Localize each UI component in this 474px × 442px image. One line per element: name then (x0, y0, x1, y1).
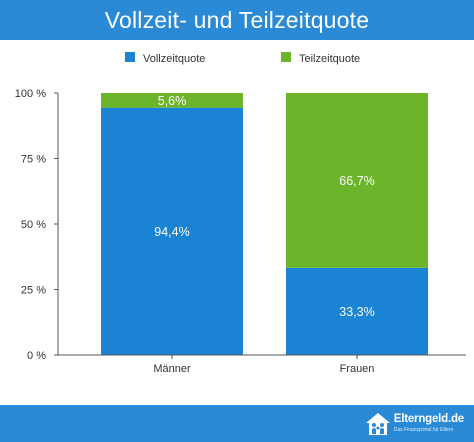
bar-teilzeit-frauen (286, 93, 428, 268)
bar-teilzeit-maenner (101, 93, 243, 108)
bar-vollzeit-frauen (286, 267, 428, 355)
data-label: 5,6% (158, 94, 187, 108)
chart-area: Vollzeitquote Teilzeitquote 0 % 25 % 50 % 75 … (0, 40, 474, 405)
data-label: 33,3% (339, 305, 374, 319)
x-tick-label: Männer (153, 363, 191, 375)
chart-title: Vollzeit- und Teilzeitquote (104, 6, 370, 33)
brand-logo[interactable]: Elterngeld.de Das Finanzportal für Elter… (365, 410, 464, 437)
y-tick-label: 0 % (27, 350, 46, 362)
logo-tagline: Das Finanzportal für Eltern (393, 426, 454, 433)
house-family-icon (365, 412, 390, 435)
legend-swatch-2 (281, 52, 291, 62)
y-tick-label: 50 % (21, 219, 46, 231)
bar-vollzeit-maenner (101, 107, 243, 355)
footer-bar: Elterngeld.de Das Finanzportal für Elter… (0, 405, 474, 442)
y-tick-label: 100 % (15, 88, 46, 100)
data-label: 66,7% (339, 174, 374, 188)
legend-swatch-1 (125, 52, 135, 62)
data-label: 94,4% (154, 225, 189, 239)
y-tick-label: 25 % (21, 285, 46, 297)
legend-label-2: Teilzeitquote (299, 53, 360, 65)
legend-label-1: Vollzeitquote (143, 53, 205, 65)
title-bar: Vollzeit- und Teilzeitquote (0, 0, 474, 40)
stacked-bar-chart: Vollzeitquote Teilzeitquote 0 % 25 % 50 % 75 … (15, 52, 466, 375)
x-tick-label: Frauen (340, 363, 375, 375)
y-tick-label: 75 % (21, 154, 46, 166)
logo-name: Elterngeld.de (393, 413, 464, 426)
